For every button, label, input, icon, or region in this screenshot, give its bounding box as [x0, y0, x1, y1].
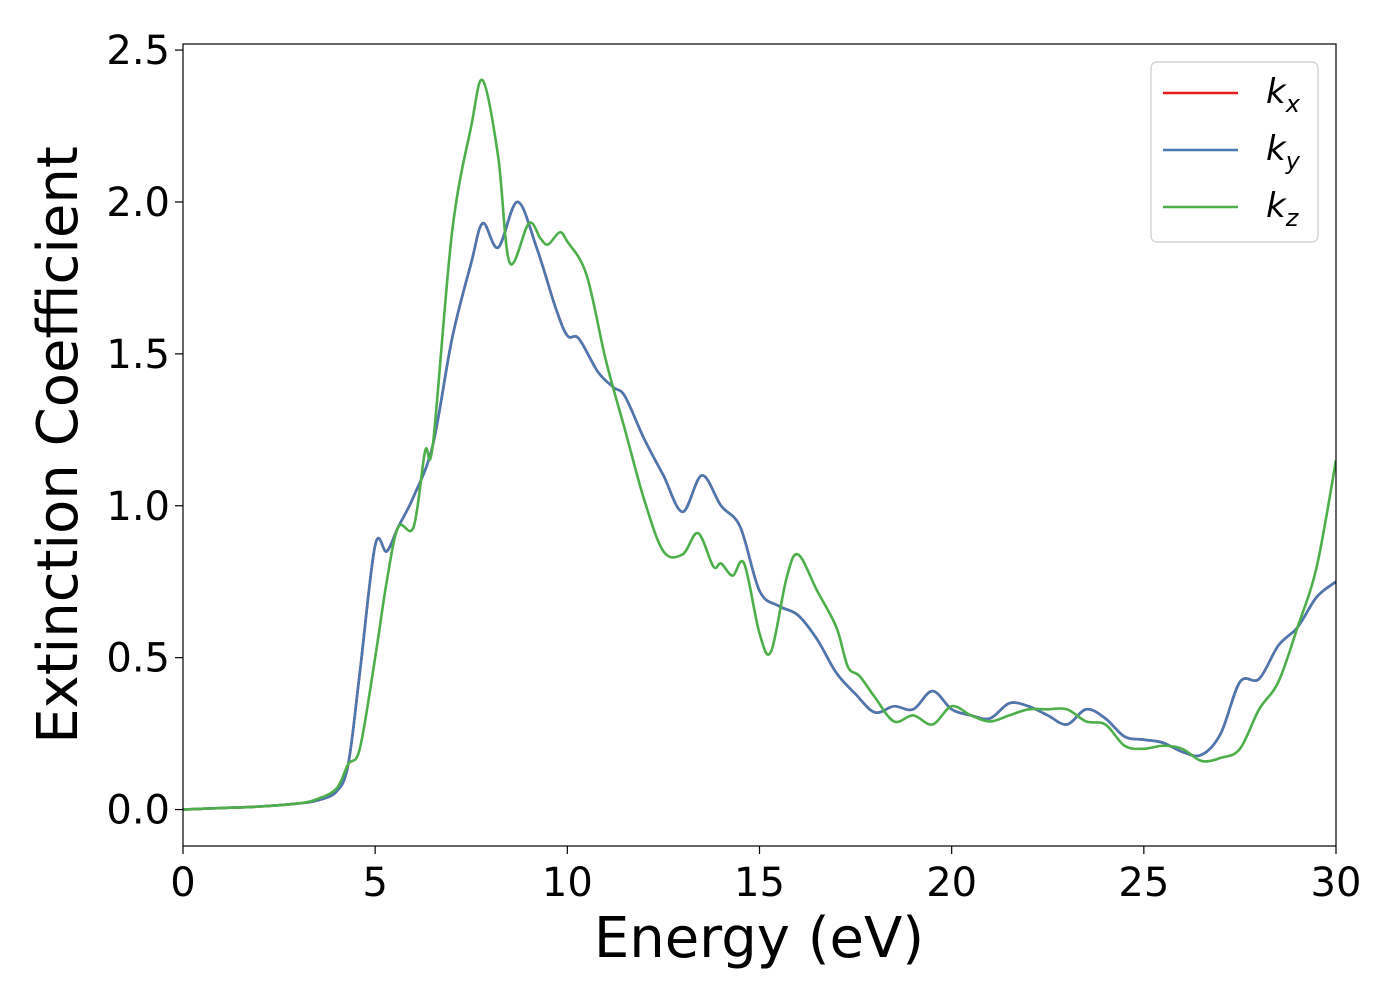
legend-box [1150, 61, 1319, 243]
x-tick-label: 0 [170, 860, 195, 906]
legend: kx ky kz [1150, 61, 1319, 243]
x-tick-label: 10 [542, 860, 593, 906]
legend-label-z: kz [1266, 186, 1300, 232]
x-axis-ticks: 0 5 10 15 20 25 30 [170, 846, 1361, 906]
y-tick-label: 0.5 [106, 636, 170, 682]
y-tick-label: 2.5 [106, 28, 170, 74]
x-axis-title: Energy (eV) [594, 906, 924, 971]
x-tick-label: 5 [362, 860, 387, 906]
legend-label-y: ky [1266, 129, 1301, 175]
y-tick-label: 1.0 [106, 484, 170, 530]
y-tick-label: 1.5 [106, 332, 170, 378]
x-tick-label: 30 [1311, 860, 1362, 906]
x-tick-label: 15 [734, 860, 785, 906]
y-axis-ticks: 0.0 0.5 1.0 1.5 2.0 2.5 [106, 28, 183, 834]
series-line-z [183, 78, 1336, 811]
y-axis-title: Extinction Coefficient [26, 146, 91, 744]
series-layer [183, 78, 1336, 811]
legend-label-x: kx [1266, 72, 1301, 118]
x-tick-label: 25 [1118, 860, 1169, 906]
y-tick-label: 2.0 [106, 180, 170, 226]
x-tick-label: 20 [926, 860, 977, 906]
y-tick-label: 0.0 [106, 788, 170, 834]
